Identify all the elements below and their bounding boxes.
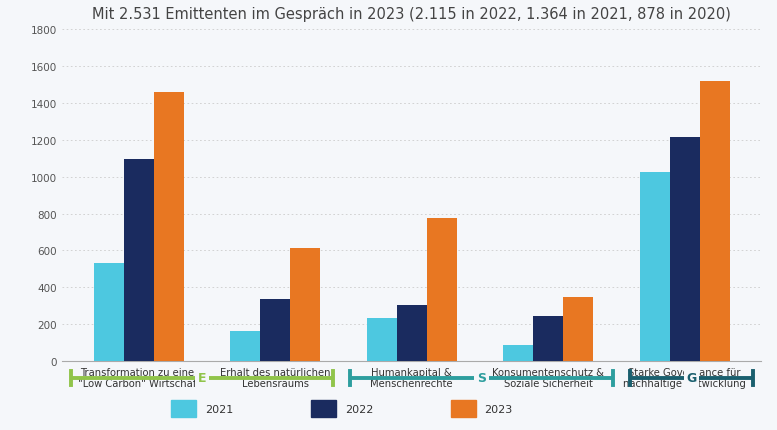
Text: G: G <box>686 372 697 384</box>
Text: 2022: 2022 <box>345 404 373 414</box>
Bar <box>94 264 124 361</box>
Bar <box>533 316 563 361</box>
Bar <box>427 218 457 361</box>
Bar <box>291 248 320 361</box>
Bar <box>260 300 291 361</box>
Bar <box>171 400 197 417</box>
Text: 2023: 2023 <box>485 404 513 414</box>
Bar <box>154 92 184 361</box>
Bar <box>451 400 476 417</box>
Text: S: S <box>477 372 486 384</box>
Bar <box>397 305 427 361</box>
Bar <box>230 331 260 361</box>
Bar <box>699 82 730 361</box>
Bar <box>367 318 397 361</box>
Bar <box>503 346 533 361</box>
Bar <box>311 400 336 417</box>
Bar <box>124 160 154 361</box>
Bar <box>563 297 594 361</box>
Bar <box>670 138 699 361</box>
Bar <box>639 173 670 361</box>
Text: 2021: 2021 <box>205 404 233 414</box>
Title: Mit 2.531 Emittenten im Gespräch in 2023 (2.115 in 2022, 1.364 in 2021, 878 in 2: Mit 2.531 Emittenten im Gespräch in 2023… <box>92 7 731 22</box>
Text: E: E <box>198 372 206 384</box>
